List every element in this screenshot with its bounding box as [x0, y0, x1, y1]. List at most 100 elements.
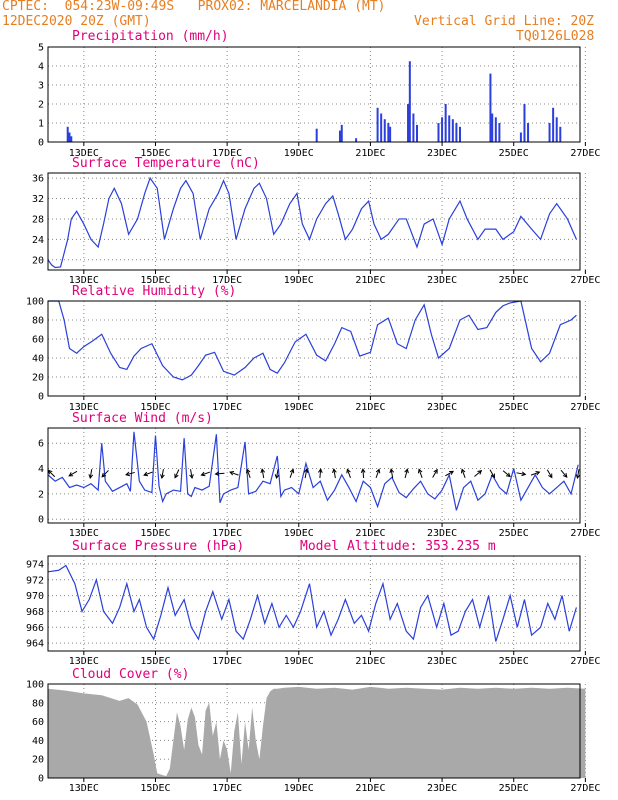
- pressure-panel: 964 966 968 970 972 974 13DEC 15DEC 17DEC 19DEC 21…: [26, 539, 600, 667]
- precip-bar: [494, 117, 497, 142]
- wind-direction-arrow: [516, 471, 527, 477]
- x-tick-label: 25DEC: [499, 656, 529, 667]
- precip-bar: [407, 104, 410, 142]
- y-tick-label: 100: [26, 680, 44, 691]
- wind-direction-arrow: [360, 468, 366, 479]
- precip-bar: [548, 123, 551, 142]
- y-tick-label: 80: [32, 698, 44, 709]
- wind-direction-arrow: [200, 471, 211, 477]
- wind-direction-arrow: [160, 469, 165, 480]
- x-tick-label: 23DEC: [427, 656, 457, 667]
- y-tick-label: 80: [32, 316, 44, 327]
- wind-direction-arrow: [445, 470, 455, 477]
- precip-bar: [68, 132, 71, 142]
- humidity-title: Relative Humidity (%): [72, 284, 236, 299]
- precip-bar: [412, 113, 415, 142]
- wind-direction-arrow: [174, 469, 180, 479]
- y-tick-label: 60: [32, 717, 44, 728]
- cloud-title: Cloud Cover (%): [72, 667, 189, 682]
- temperature-panel: 20 24 28 32 36 13DEC 15DEC 17DEC 19DEC 21DEC 23DEC…: [32, 156, 600, 286]
- y-tick-label: 1: [38, 119, 44, 130]
- x-tick-label: 15DEC: [140, 656, 170, 667]
- y-tick-label: 974: [26, 559, 44, 570]
- y-tick-label: 20: [32, 755, 44, 766]
- precip-bar: [444, 104, 447, 142]
- x-tick-label: 21DEC: [355, 148, 385, 159]
- precip-bar: [458, 126, 461, 142]
- x-tick-label: 13DEC: [69, 656, 99, 667]
- y-tick-label: 970: [26, 591, 44, 602]
- y-tick-label: 36: [32, 174, 44, 185]
- wind-direction-arrow: [125, 471, 135, 477]
- x-tick-label: 19DEC: [284, 783, 314, 794]
- x-tick-label: 19DEC: [284, 656, 314, 667]
- header-grid-note: Vertical Grid Line: 20Z: [414, 14, 595, 29]
- x-tick-label: 17DEC: [212, 656, 242, 667]
- y-tick-label: 966: [26, 623, 44, 634]
- y-tick-label: 28: [32, 214, 44, 225]
- wind-direction-arrow: [189, 469, 194, 480]
- x-tick-label: 17DEC: [212, 528, 242, 539]
- wind-direction-arrow: [432, 468, 438, 478]
- wind-direction-arrow: [245, 468, 251, 478]
- model-altitude-label: Model Altitude: 353.235 m: [300, 539, 496, 554]
- y-tick-label: 4: [38, 464, 44, 475]
- wind-direction-arrow: [575, 469, 581, 480]
- y-tick-label: 964: [26, 639, 44, 650]
- precip-bar: [519, 132, 522, 142]
- y-tick-label: 968: [26, 607, 44, 618]
- wind-direction-arrow: [303, 468, 309, 479]
- humidity-panel: 0 20 40 60 80 100 13DEC 15DEC 17DEC 19DEC 21DEC 23D…: [26, 284, 600, 413]
- wind-direction-arrow: [318, 468, 323, 479]
- x-tick-label: 13DEC: [69, 783, 99, 794]
- x-tick-label: 19DEC: [284, 148, 314, 159]
- y-tick-label: 4: [38, 62, 44, 73]
- x-tick-label: 27DEC: [570, 275, 600, 286]
- x-tick-label: 23DEC: [427, 275, 457, 286]
- wind-direction-arrow: [560, 469, 568, 478]
- precip-bar: [380, 113, 383, 142]
- x-tick-label: 21DEC: [355, 656, 385, 667]
- x-tick-label: 19DEC: [284, 402, 314, 413]
- x-tick-label: 23DEC: [427, 528, 457, 539]
- x-tick-label: 15DEC: [140, 528, 170, 539]
- x-tick-label: 25DEC: [499, 275, 529, 286]
- precip-bar: [389, 126, 392, 142]
- y-tick-label: 40: [32, 354, 44, 365]
- x-tick-label: 27DEC: [570, 656, 600, 667]
- y-tick-label: 20: [32, 373, 44, 384]
- wind-direction-arrow: [214, 471, 225, 477]
- wind-direction-arrow: [417, 468, 423, 478]
- precip-bar: [70, 136, 73, 142]
- y-tick-label: 0: [38, 515, 44, 526]
- precip-bar: [437, 123, 440, 142]
- temperature-series-line: [47, 176, 577, 269]
- precip-bar: [448, 115, 451, 142]
- y-tick-label: 24: [32, 235, 44, 246]
- precip-bar: [338, 130, 341, 142]
- precip-bar: [441, 117, 444, 142]
- x-tick-label: 25DEC: [499, 783, 529, 794]
- wind-direction-arrow: [260, 468, 266, 479]
- precipitation-title: Precipitation (mm/h): [72, 29, 229, 44]
- y-tick-label: 2: [38, 100, 44, 111]
- wind-direction-arrow: [332, 468, 337, 479]
- wind-direction-arrow: [88, 469, 94, 480]
- precipitation-panel: 0 1 2 3 4 5 13DEC 15DEC 17DEC 19DEC 21DEC 23DEC 25DE…: [38, 29, 600, 159]
- precip-bar: [315, 128, 318, 142]
- y-tick-label: 2: [38, 489, 44, 500]
- x-tick-label: 23DEC: [427, 148, 457, 159]
- x-tick-label: 23DEC: [427, 783, 457, 794]
- wind-direction-arrow: [101, 470, 109, 478]
- wind-series-line: [47, 431, 579, 511]
- precip-bar: [66, 126, 69, 142]
- y-tick-label: 0: [38, 774, 44, 785]
- humidity-series-line: [48, 300, 577, 381]
- y-tick-label: 40: [32, 736, 44, 747]
- x-tick-label: 25DEC: [499, 402, 529, 413]
- y-tick-label: 20: [32, 255, 44, 266]
- precip-bar: [387, 123, 390, 142]
- y-tick-label: 60: [32, 335, 44, 346]
- panel-frame: [47, 172, 581, 271]
- precip-bar: [559, 126, 562, 142]
